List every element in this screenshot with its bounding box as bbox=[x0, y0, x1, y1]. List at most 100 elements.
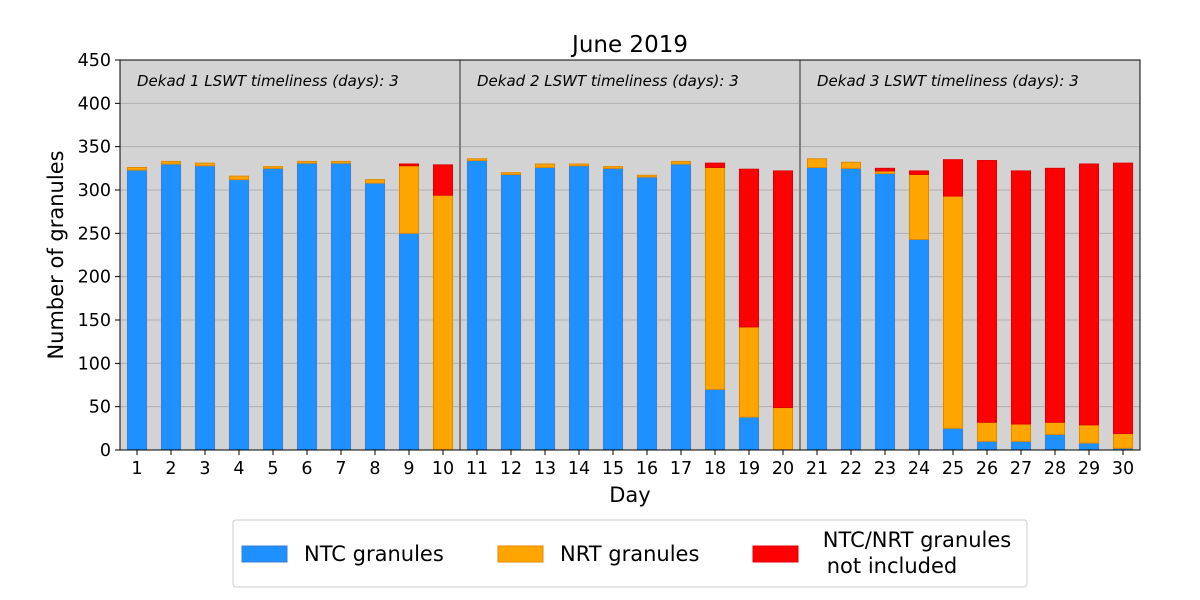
x-tick-label: 23 bbox=[874, 459, 896, 479]
x-tick-label: 19 bbox=[738, 459, 760, 479]
x-tick-label: 21 bbox=[806, 459, 828, 479]
bar-nrt-granules bbox=[262, 166, 284, 169]
bar-nrt-granules bbox=[806, 158, 828, 168]
x-tick-label: 7 bbox=[335, 459, 346, 479]
bar-nrt-granules bbox=[568, 163, 590, 167]
dekad-dividers bbox=[459, 60, 801, 450]
grid-lines bbox=[120, 102, 1140, 408]
y-tick-label: 100 bbox=[78, 354, 111, 374]
y-tick-label: 0 bbox=[100, 441, 111, 461]
bar-ntc-nrt-granules-not-included bbox=[908, 170, 930, 175]
bar-nrt-granules bbox=[1078, 424, 1100, 444]
bar-ntc-nrt-granules-not-included bbox=[432, 164, 454, 196]
y-axis-title: Number of granules bbox=[44, 150, 68, 359]
bar-ntc-nrt-granules-not-included bbox=[976, 160, 998, 423]
legend-box bbox=[232, 519, 1028, 588]
x-tick-label: 30 bbox=[1112, 459, 1134, 479]
x-tick-label: 10 bbox=[432, 459, 454, 479]
bar-nrt-granules bbox=[194, 162, 216, 167]
x-tick-label: 20 bbox=[772, 459, 794, 479]
legend-label-not-included-line2: not included bbox=[827, 554, 957, 578]
bar-ntc-granules bbox=[738, 416, 760, 451]
x-tick-label: 1 bbox=[131, 459, 142, 479]
x-tick-label: 24 bbox=[908, 459, 930, 479]
bar-ntc-granules bbox=[228, 179, 250, 451]
chart-title: June 2019 bbox=[570, 32, 688, 58]
x-tick-label: 27 bbox=[1010, 459, 1032, 479]
bar-ntc-nrt-granules-not-included bbox=[874, 167, 896, 172]
y-tick-label: 400 bbox=[78, 94, 111, 114]
bar-nrt-granules bbox=[160, 160, 182, 165]
bar-nrt-granules bbox=[1044, 421, 1066, 435]
y-tick-label: 350 bbox=[78, 138, 111, 158]
x-tick-label: 13 bbox=[534, 459, 556, 479]
bar-nrt-granules bbox=[840, 161, 862, 169]
bar-nrt-granules bbox=[942, 195, 964, 429]
x-tick-label: 3 bbox=[199, 459, 210, 479]
x-tick-label: 18 bbox=[704, 459, 726, 479]
bar-ntc-granules bbox=[874, 173, 896, 451]
bar-nrt-granules bbox=[330, 160, 352, 164]
bar-ntc-granules bbox=[806, 166, 828, 451]
bar-nrt-granules bbox=[738, 326, 760, 418]
bar-ntc-granules bbox=[670, 163, 692, 451]
x-axis: 1 2 3 4 5 6 7 8 9 10 11 12 13 14 15 16 17 18 19 20 21 22 23 24 2… bbox=[131, 450, 1134, 479]
bar-ntc-nrt-granules-not-included bbox=[738, 168, 760, 328]
x-tick-label: 12 bbox=[500, 459, 522, 479]
bar-nrt-granules bbox=[976, 421, 998, 442]
bar-ntc-granules bbox=[568, 165, 590, 451]
legend: NTC granules NRT granules NTC/NRT granul… bbox=[232, 519, 1028, 588]
bar-nrt-granules bbox=[364, 179, 386, 184]
y-tick-label: 50 bbox=[89, 398, 111, 418]
bar-nrt-granules bbox=[126, 166, 148, 171]
bar-ntc-nrt-granules-not-included bbox=[772, 170, 794, 409]
x-tick-label: 17 bbox=[670, 459, 692, 479]
bar-ntc-granules bbox=[1044, 433, 1066, 451]
bar-ntc-granules bbox=[534, 166, 556, 451]
x-tick-label: 15 bbox=[602, 459, 624, 479]
bar-ntc-granules bbox=[602, 167, 624, 451]
bar-nrt-granules bbox=[772, 407, 794, 451]
x-tick-label: 28 bbox=[1044, 459, 1066, 479]
bar-nrt-granules bbox=[670, 160, 692, 165]
bar-nrt-granules bbox=[636, 174, 658, 178]
legend-swatch-nrt bbox=[497, 545, 544, 563]
bar-nrt-granules bbox=[296, 160, 318, 164]
bar-ntc-granules bbox=[160, 163, 182, 451]
bar-nrt-granules bbox=[500, 172, 522, 175]
dekad-labels: Dekad 1 LSWT timeliness (days): 3 Dekad 2… bbox=[137, 72, 1079, 90]
plot-frame bbox=[119, 59, 1141, 451]
y-tick-label: 200 bbox=[78, 268, 111, 288]
y-tick-label: 250 bbox=[78, 224, 111, 244]
bar-nrt-granules bbox=[1010, 423, 1032, 442]
x-tick-label: 25 bbox=[942, 459, 964, 479]
dekad-label: Dekad 3 LSWT timeliness (days): 3 bbox=[817, 72, 1079, 90]
y-tick-label: 150 bbox=[78, 311, 111, 331]
bar-ntc-granules bbox=[194, 165, 216, 451]
bar-nrt-granules bbox=[908, 173, 930, 240]
bar-ntc-nrt-granules-not-included bbox=[1078, 163, 1100, 426]
bar-nrt-granules bbox=[466, 158, 488, 162]
bar-ntc-granules bbox=[262, 167, 284, 451]
bar-ntc-granules bbox=[296, 162, 318, 451]
legend-label-not-included-line1: NTC/NRT granules bbox=[823, 528, 1011, 552]
bar-ntc-granules bbox=[126, 169, 148, 451]
bar-nrt-granules bbox=[602, 166, 624, 169]
bar-ntc-granules bbox=[398, 232, 420, 451]
x-tick-label: 14 bbox=[568, 459, 590, 479]
bar-nrt-granules bbox=[228, 175, 250, 181]
bar-ntc-nrt-granules-not-included bbox=[1112, 162, 1134, 435]
x-tick-label: 8 bbox=[369, 459, 380, 479]
bar-ntc-granules bbox=[976, 440, 998, 451]
bar-nrt-granules bbox=[534, 163, 556, 168]
x-tick-label: 26 bbox=[976, 459, 998, 479]
bar-ntc-granules bbox=[908, 238, 930, 451]
bar-nrt-granules bbox=[704, 166, 726, 390]
bar-ntc-granules bbox=[704, 388, 726, 451]
x-axis-title: Day bbox=[609, 483, 650, 507]
bar-ntc-nrt-granules-not-included bbox=[1010, 170, 1032, 425]
legend-label-nrt: NRT granules bbox=[560, 542, 699, 566]
x-tick-label: 29 bbox=[1078, 459, 1100, 479]
dekad-label: Dekad 2 LSWT timeliness (days): 3 bbox=[477, 72, 739, 90]
